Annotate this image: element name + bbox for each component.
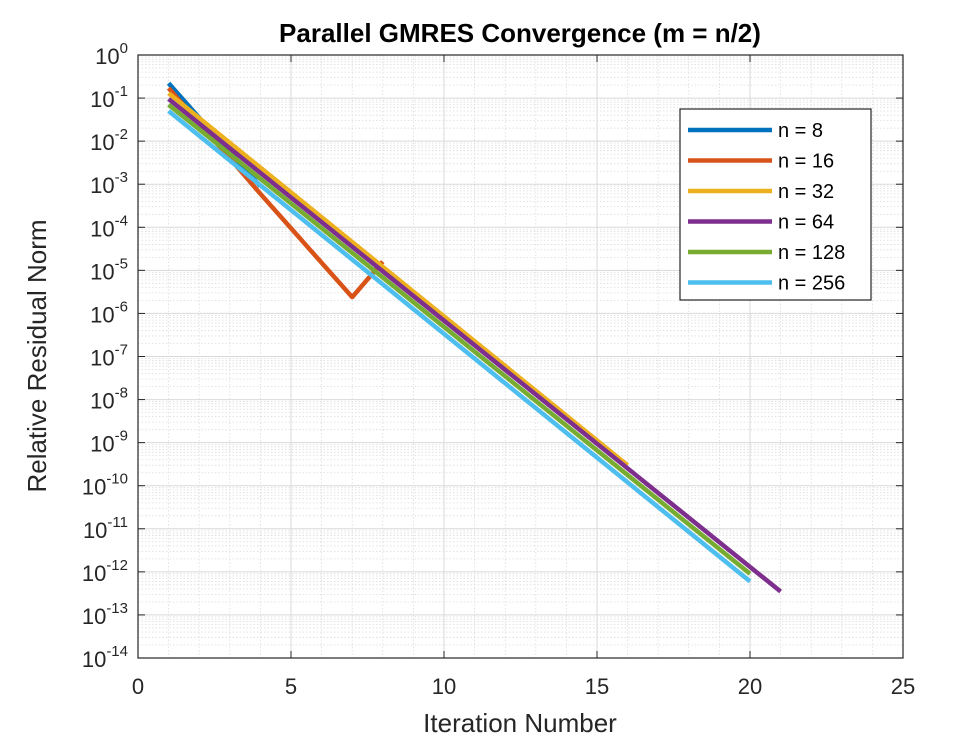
series-line	[167, 97, 783, 594]
y-tick-label: 10-13	[82, 600, 128, 629]
legend-label: n = 64	[778, 212, 834, 234]
legend-label: n = 256	[778, 273, 845, 295]
axis-ticks: 0 5 10 15 20 25 100 10-1 10-2 10-3 10-4 10-5 10-6 10-…	[82, 40, 915, 699]
legend-label: n = 32	[778, 181, 834, 203]
x-tick-label: 0	[132, 674, 144, 699]
series-line	[167, 109, 752, 584]
chart-title: Parallel GMRES Convergence (m = n/2)	[279, 18, 761, 48]
legend-label: n = 8	[778, 120, 823, 142]
series-lines	[166, 81, 783, 594]
legend-label: n = 128	[778, 242, 845, 264]
legend-label: n = 16	[778, 151, 834, 173]
y-axis-label: Relative Residual Norm	[22, 219, 52, 492]
y-tick-label: 10-12	[82, 557, 128, 586]
x-tick-label: 10	[432, 674, 456, 699]
y-tick-label: 10-1	[90, 83, 128, 112]
y-tick-label: 10-5	[90, 255, 128, 284]
x-tick-label: 20	[738, 674, 762, 699]
y-tick-label: 10-10	[82, 471, 128, 500]
legend-box	[679, 108, 872, 301]
y-tick-label: 10-9	[90, 428, 128, 457]
y-tick-label: 10-4	[90, 212, 128, 241]
legend: n = 8 n = 16 n = 32 n = 64 n = 128 n = 256	[679, 108, 872, 301]
x-axis-label: Iteration Number	[423, 708, 617, 738]
series-line	[167, 102, 752, 576]
y-tick-label: 10-14	[82, 643, 128, 672]
x-tick-label: 15	[585, 674, 609, 699]
y-tick-label: 10-8	[90, 385, 128, 414]
y-tick-label: 10-6	[90, 298, 128, 327]
y-tick-label: 10-2	[90, 126, 128, 155]
y-tick-label: 10-11	[83, 514, 128, 543]
y-tick-label: 10-7	[90, 342, 128, 371]
x-tick-label: 25	[891, 674, 915, 699]
x-tick-label: 5	[285, 674, 297, 699]
series-line	[167, 91, 630, 467]
y-tick-label: 100	[95, 40, 128, 69]
y-tick-label: 10-3	[90, 169, 128, 198]
